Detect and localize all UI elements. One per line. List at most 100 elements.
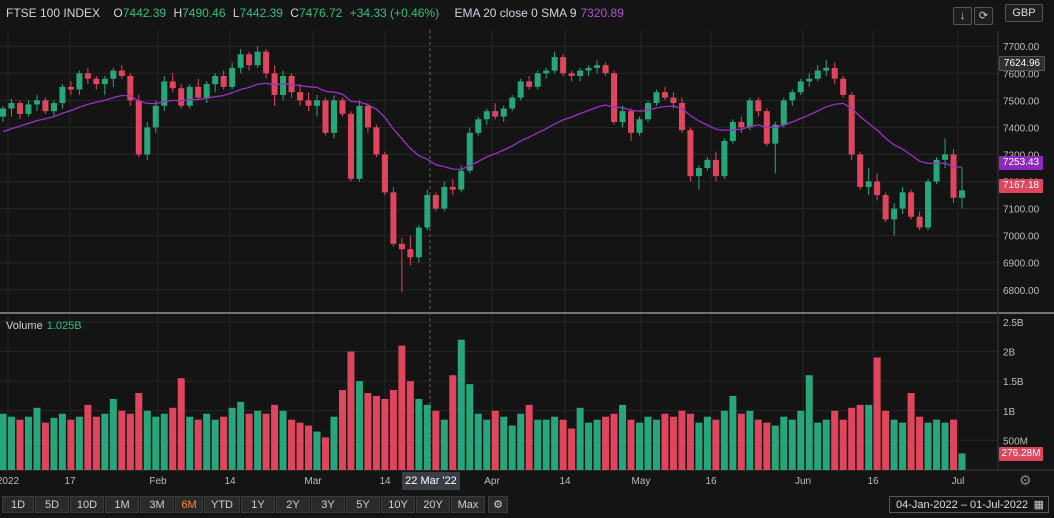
candle-body xyxy=(526,81,533,87)
candle-body xyxy=(263,51,270,74)
candle-body xyxy=(169,81,176,89)
range-button-3m[interactable]: 3M xyxy=(140,496,174,513)
price-tick-label: 7400.00 xyxy=(1003,123,1040,134)
time-tick-label: 14 xyxy=(379,476,391,487)
change-value: +34.33 (+0.46%) xyxy=(349,6,440,20)
range-button-1d[interactable]: 1D xyxy=(2,496,34,513)
candle-body xyxy=(59,86,66,104)
range-button-6m[interactable]: 6M xyxy=(175,496,203,513)
candle-body xyxy=(738,122,745,128)
range-button-1m[interactable]: 1M xyxy=(105,496,139,513)
settings-gear-icon[interactable]: ⚙ xyxy=(1019,472,1032,488)
date-range-picker[interactable]: 04-Jan-2022 – 01-Jul-2022 ▦ xyxy=(889,496,1049,513)
high-label: H xyxy=(173,6,183,20)
volume-bar xyxy=(449,375,457,470)
candle-body xyxy=(93,78,100,85)
candle-body xyxy=(25,104,32,114)
price-tick-label: 7300.00 xyxy=(1003,150,1040,161)
candle-body xyxy=(178,88,185,106)
candle-body xyxy=(882,195,889,220)
range-button-5d[interactable]: 5D xyxy=(35,496,69,513)
volume-bar xyxy=(916,416,924,470)
candle-body xyxy=(161,81,168,106)
volume-bar xyxy=(602,416,610,470)
candle-body xyxy=(483,111,490,120)
volume-bar xyxy=(585,422,593,470)
candle-body xyxy=(424,195,431,228)
candle-body xyxy=(874,181,881,196)
time-tick-label: Apr xyxy=(484,476,500,487)
candle-body xyxy=(101,78,108,85)
download-icon[interactable]: ↓ xyxy=(953,7,972,25)
candle-body xyxy=(42,100,49,112)
candle-body xyxy=(695,168,702,177)
volume-bar xyxy=(559,419,567,470)
volume-bar xyxy=(873,357,881,470)
candle-body xyxy=(305,100,312,106)
range-button-10d[interactable]: 10D xyxy=(70,496,104,513)
range-button-3y[interactable]: 3Y xyxy=(311,496,345,513)
candle-body xyxy=(33,100,40,105)
volume-bar xyxy=(500,416,508,470)
candle-body xyxy=(746,100,753,128)
volume-bar xyxy=(271,404,279,470)
candle-body xyxy=(687,130,694,177)
volume-bar xyxy=(848,407,856,470)
gridlines xyxy=(0,30,998,470)
volume-bar xyxy=(118,410,126,470)
candle-body xyxy=(729,122,736,141)
candle-body xyxy=(246,54,253,66)
volume-bar xyxy=(50,417,58,470)
range-settings-icon[interactable]: ⚙ xyxy=(488,496,508,513)
volume-bar xyxy=(686,413,694,470)
price-tick-label: 6800.00 xyxy=(1003,286,1040,297)
candle-body xyxy=(203,84,210,98)
volume-bar xyxy=(958,453,966,470)
candle-body xyxy=(347,113,354,179)
range-button-5y[interactable]: 5Y xyxy=(346,496,380,513)
range-button-2y[interactable]: 2Y xyxy=(276,496,310,513)
currency-select[interactable]: GBP xyxy=(1005,4,1043,22)
price-tick-label: 7000.00 xyxy=(1003,232,1040,243)
candle-body xyxy=(823,67,830,71)
volume-bar xyxy=(950,419,958,470)
candle-body xyxy=(653,92,660,104)
candle-body xyxy=(398,243,405,250)
range-button-max[interactable]: Max xyxy=(451,496,485,513)
candle-body xyxy=(8,103,15,109)
candle-body xyxy=(797,81,804,93)
candle-body xyxy=(602,65,609,74)
candle-body xyxy=(127,76,134,101)
candle-body xyxy=(135,100,142,155)
candle-body xyxy=(899,192,906,209)
candle-body xyxy=(229,67,236,87)
volume-bar xyxy=(763,422,771,470)
candle-body xyxy=(356,105,363,179)
price-tick-label: 6900.00 xyxy=(1003,259,1040,270)
volume-bar xyxy=(678,410,686,470)
range-button-1y[interactable]: 1Y xyxy=(241,496,275,513)
range-button-10y[interactable]: 10Y xyxy=(381,496,415,513)
candle-body xyxy=(670,97,677,104)
volume-bar xyxy=(797,410,805,470)
volume-bar xyxy=(568,428,576,470)
volume-bar xyxy=(839,419,847,470)
refresh-icon[interactable]: ⟳ xyxy=(974,7,993,25)
volume-bar xyxy=(75,416,83,470)
time-tick-label: Jun xyxy=(795,476,811,487)
time-axis-ticks: 2022 17 Feb 14 Mar 14 Apr 14 May 16 Jun 16 Jul xyxy=(0,476,964,487)
range-button-ytd[interactable]: YTD xyxy=(204,496,240,513)
time-tick-label: Feb xyxy=(149,476,167,487)
candle-body xyxy=(500,108,507,117)
volume-bar xyxy=(338,390,346,470)
calendar-icon[interactable]: ▦ xyxy=(1033,499,1044,511)
volume-bar xyxy=(627,419,635,470)
range-button-20y[interactable]: 20Y xyxy=(416,496,450,513)
volume-bar xyxy=(644,416,652,470)
volume-bars xyxy=(0,339,966,470)
date-range-text: 04-Jan-2022 – 01-Jul-2022 xyxy=(896,499,1029,511)
volume-bar xyxy=(432,410,440,470)
candle-body xyxy=(186,86,193,106)
candle-body xyxy=(577,70,584,76)
